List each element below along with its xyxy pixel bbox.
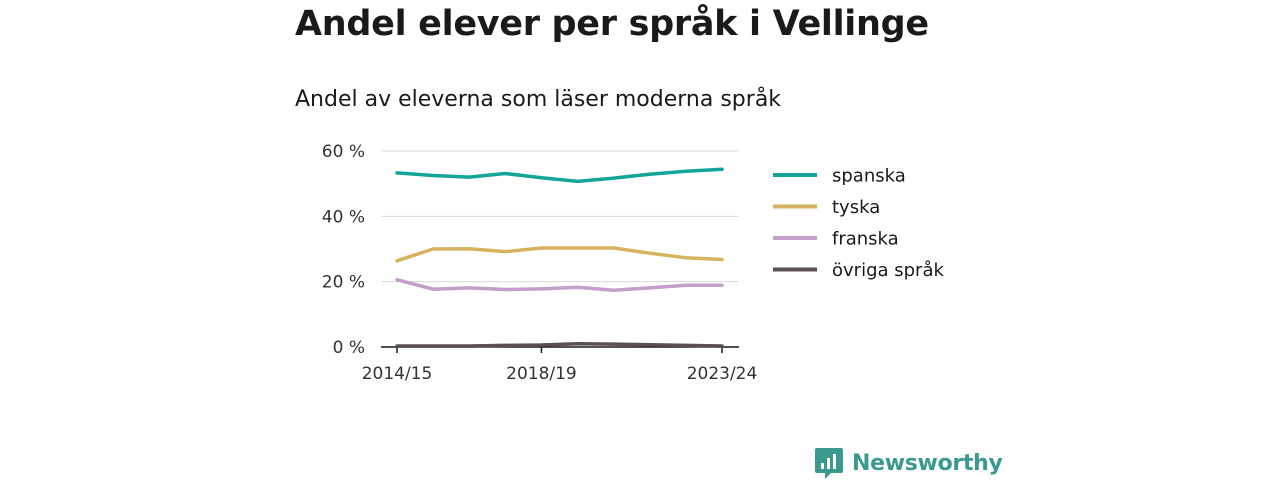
x-tick-label: 2014/15 — [362, 364, 433, 384]
newsworthy-logo-icon — [815, 448, 843, 479]
x-tick-label: 2018/19 — [506, 364, 577, 384]
legend-label-tyska: tyska — [832, 197, 880, 218]
legend-label-vriga-spr-k: övriga språk — [832, 260, 944, 281]
series-line-spanska — [395, 167, 724, 184]
legend-label-franska: franska — [832, 229, 899, 250]
series-line-franska — [395, 277, 724, 292]
legend-label-spanska: spanska — [832, 166, 906, 187]
series-line-tyska — [395, 246, 724, 263]
y-tick-label: 60 % — [322, 142, 365, 162]
chart-subtitle: Andel av eleverna som läser moderna språ… — [295, 87, 782, 112]
y-tick-label: 0 % — [333, 338, 365, 358]
y-tick-label: 20 % — [322, 273, 365, 293]
y-tick-label: 40 % — [322, 207, 365, 227]
brand-logo: Newsworthy — [814, 446, 1003, 480]
x-tick-label: 2023/24 — [687, 364, 758, 384]
brand-name: Newsworthy — [852, 450, 1003, 476]
series-line-vriga-spr-k — [395, 341, 724, 348]
chart-title: Andel elever per språk i Vellinge — [295, 4, 929, 44]
line-chart: 0 % 20 % 40 % 60 % 2014/15 2018/19 2023/24 span… — [322, 142, 945, 384]
